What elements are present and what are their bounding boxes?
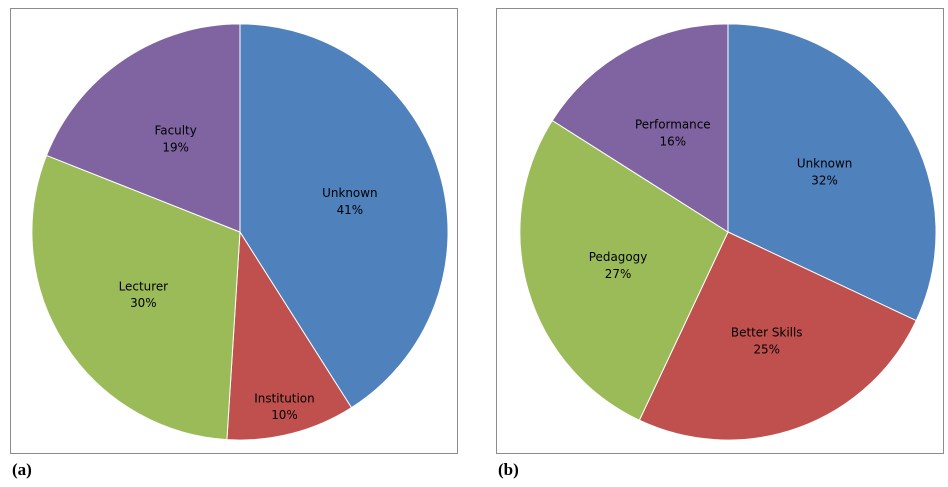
pie-b-value-performance: 16% [660,135,687,149]
pie-b-label-unknown: Unknown [797,157,852,171]
pie-chart-b-svg: Unknown 32% Better Skills 25% Pedagogy 27% Per… [519,23,937,441]
pie-a-label-lecturer: Lecturer [119,279,169,293]
pie-a-value-institution: 10% [271,408,298,422]
panel-label-a: (a) [12,460,32,479]
pie-a-slice-lecturer [31,154,241,441]
pie-chart-b: Unknown 32% Better Skills 25% Pedagogy 27% Per… [496,8,944,454]
pie-b-slice-unknown [727,23,937,322]
pie-b-label-pedagogy: Pedagogy [589,250,648,264]
pie-b-label-better-skills: Better Skills [731,326,803,340]
pie-a-slice-faculty [45,23,241,233]
pie-chart-a: Unknown 41% Institution 10% Lecturer 30% Facul… [10,8,458,454]
panel-label-b: (b) [498,460,519,479]
pie-a-value-faculty: 19% [162,140,189,154]
pie-a-slice-institution [226,230,353,441]
pie-b-slice-pedagogy [519,119,729,421]
pie-a-label-unknown: Unknown [322,186,377,200]
pie-a-value-lecturer: 30% [130,296,157,310]
pie-b-value-unknown: 32% [811,174,838,188]
pie-b-label-performance: Performance [635,118,711,132]
pie-a-label-institution: Institution [254,391,314,405]
pie-b-value-better-skills: 25% [753,343,780,357]
pie-a-label-faculty: Faculty [155,123,197,137]
pie-b-slice-better-skills [638,231,917,441]
pie-b-slice-performance [551,23,729,233]
pie-chart-a-svg: Unknown 41% Institution 10% Lecturer 30% Facul… [31,23,449,441]
pie-a-value-unknown: 41% [337,203,364,217]
pie-b-value-pedagogy: 27% [605,267,632,281]
pie-a-slice-unknown [239,23,449,409]
